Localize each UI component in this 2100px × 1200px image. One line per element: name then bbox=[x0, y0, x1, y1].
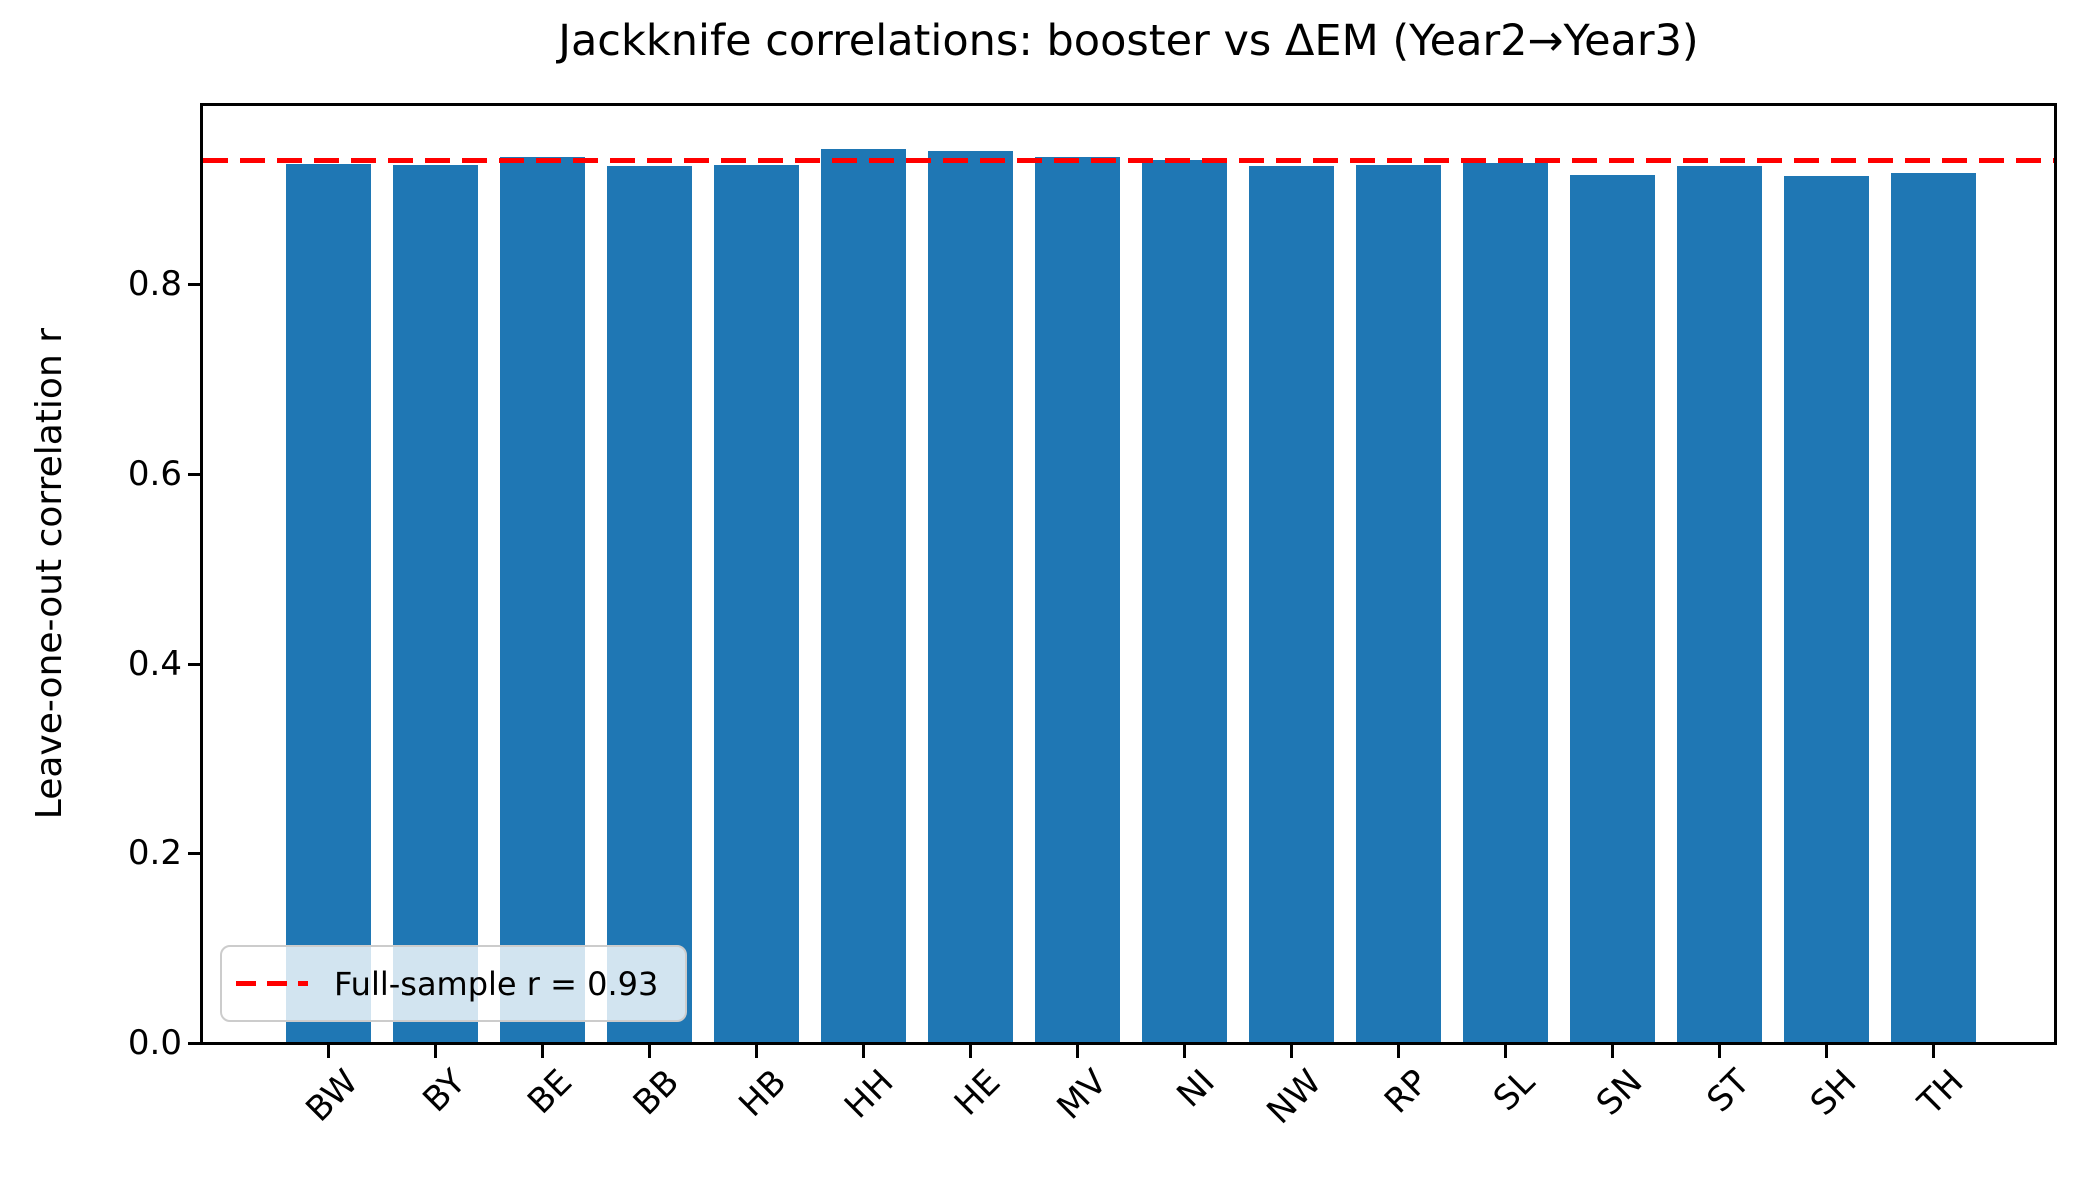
x-tick-mark bbox=[541, 1045, 544, 1058]
x-tick-mark bbox=[1504, 1045, 1507, 1058]
x-tick-label-BW: BW bbox=[298, 1062, 367, 1130]
x-tick-label-HE: HE bbox=[946, 1062, 1009, 1124]
x-tick-mark bbox=[1611, 1045, 1614, 1058]
y-tick-mark bbox=[188, 852, 202, 855]
x-tick-mark bbox=[1076, 1045, 1079, 1058]
y-tick-mark bbox=[188, 663, 202, 666]
x-tick-mark bbox=[327, 1045, 330, 1058]
chart-title: Jackknife correlations: booster vs ΔEM (… bbox=[558, 16, 1699, 66]
y-tick-label: 0.0 bbox=[127, 1023, 182, 1063]
y-tick-label: 0.8 bbox=[127, 264, 182, 304]
x-tick-mark bbox=[1718, 1045, 1721, 1058]
y-tick-label: 0.2 bbox=[127, 833, 182, 873]
bar-ST bbox=[1677, 166, 1762, 1042]
x-tick-mark bbox=[862, 1045, 865, 1058]
x-tick-mark bbox=[1932, 1045, 1935, 1058]
y-tick-label: 0.4 bbox=[127, 644, 182, 684]
x-tick-mark bbox=[1397, 1045, 1400, 1058]
x-tick-mark bbox=[755, 1045, 758, 1058]
x-tick-label-HH: HH bbox=[836, 1062, 902, 1127]
bar-HE bbox=[928, 151, 1013, 1042]
bar-SH bbox=[1784, 176, 1869, 1042]
x-tick-mark bbox=[969, 1045, 972, 1058]
bar-RP bbox=[1356, 165, 1441, 1042]
y-axis-label-wrap: Leave-one-out correlation r bbox=[18, 105, 80, 1043]
x-tick-label-BE: BE bbox=[520, 1062, 581, 1122]
x-tick-label-NI: NI bbox=[1168, 1062, 1223, 1116]
x-tick-label-SN: SN bbox=[1588, 1062, 1651, 1124]
x-tick-label-ST: ST bbox=[1699, 1062, 1758, 1121]
x-tick-mark bbox=[1290, 1045, 1293, 1058]
bar-NW bbox=[1249, 166, 1334, 1042]
x-tick-label-BY: BY bbox=[415, 1062, 474, 1121]
y-axis-label: Leave-one-out correlation r bbox=[28, 328, 70, 820]
x-tick-mark bbox=[1825, 1045, 1828, 1058]
bar-BY bbox=[393, 165, 478, 1042]
y-tick-mark bbox=[188, 283, 202, 286]
reference-line bbox=[203, 158, 2054, 163]
x-tick-mark bbox=[1183, 1045, 1186, 1058]
bar-HH bbox=[821, 149, 906, 1042]
x-tick-label-SL: SL bbox=[1486, 1062, 1544, 1119]
bar-TH bbox=[1891, 173, 1976, 1042]
bar-MV bbox=[1035, 157, 1120, 1042]
legend-label: Full-sample r = 0.93 bbox=[334, 964, 659, 1003]
x-tick-mark bbox=[434, 1045, 437, 1058]
bar-SL bbox=[1463, 163, 1548, 1042]
legend: Full-sample r = 0.93 bbox=[220, 945, 687, 1022]
y-tick-mark bbox=[188, 473, 202, 476]
x-tick-label-RP: RP bbox=[1376, 1062, 1437, 1122]
x-tick-label-MV: MV bbox=[1049, 1062, 1116, 1128]
bar-BB bbox=[607, 166, 692, 1042]
x-tick-mark bbox=[648, 1045, 651, 1058]
x-tick-label-SH: SH bbox=[1802, 1062, 1865, 1124]
bar-BW bbox=[286, 164, 371, 1042]
y-tick-label: 0.6 bbox=[127, 454, 182, 494]
bar-SN bbox=[1570, 175, 1655, 1042]
x-tick-label-TH: TH bbox=[1910, 1062, 1972, 1124]
x-tick-label-NW: NW bbox=[1259, 1062, 1330, 1133]
bar-BE bbox=[500, 157, 585, 1042]
bar-HB bbox=[714, 165, 799, 1042]
legend-dashed-line-sample bbox=[236, 981, 308, 986]
plot-frame bbox=[200, 103, 2057, 1045]
bar-NI bbox=[1142, 160, 1227, 1042]
y-tick-mark bbox=[188, 1042, 202, 1045]
x-tick-label-BB: BB bbox=[626, 1062, 688, 1124]
x-tick-label-HB: HB bbox=[731, 1062, 795, 1125]
